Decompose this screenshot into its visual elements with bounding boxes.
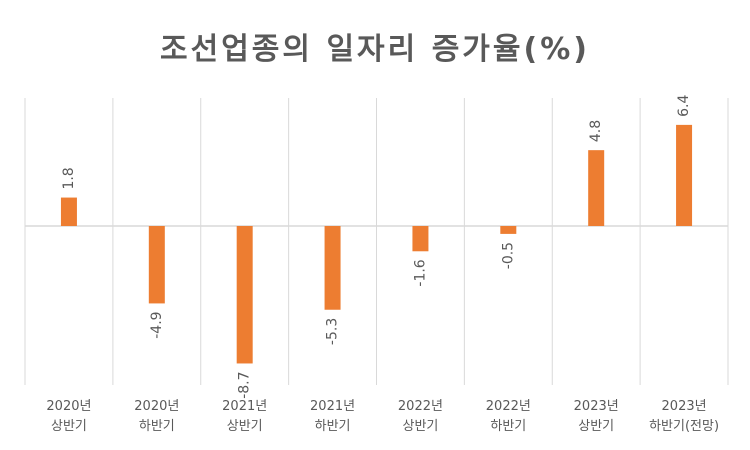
category-label: 2021년: [222, 399, 267, 414]
bar: [324, 226, 341, 310]
bar: [236, 226, 253, 364]
data-label: -8.7: [237, 371, 253, 398]
category-label: 2020년: [46, 399, 91, 414]
data-label: 4.8: [588, 120, 604, 142]
category-gridlines: [24, 98, 729, 385]
bar: [588, 150, 605, 226]
data-label: 6.4: [676, 95, 692, 117]
data-labels: 1.8 -4.9 -8.7 -5.3 -1.6 -0.5 4.8 6.4: [61, 95, 692, 399]
category-label: 상반기: [51, 419, 87, 434]
data-label: -1.6: [412, 259, 428, 286]
category-label: 하반기: [490, 419, 526, 434]
bar: [500, 226, 517, 234]
category-label: 상반기: [402, 419, 438, 434]
chart-title: 조선업종의 일자리 증가율(%): [160, 32, 590, 67]
category-label: 하반기(전망): [649, 419, 719, 434]
data-label: -0.5: [500, 242, 516, 269]
data-label: -4.9: [149, 311, 165, 338]
bar: [412, 226, 429, 252]
category-label: 2023년: [662, 399, 707, 414]
category-label: 하반기: [139, 419, 175, 434]
category-label: 2022년: [398, 399, 443, 414]
category-label: 2020년: [134, 399, 179, 414]
bar: [60, 197, 77, 226]
category-label: 2021년: [310, 399, 355, 414]
bars: [60, 124, 693, 364]
category-label: 하반기: [315, 419, 351, 434]
category-label: 2023년: [574, 399, 619, 414]
category-label: 상반기: [578, 419, 614, 434]
bar: [148, 226, 165, 304]
bar: [676, 124, 693, 226]
category-label: 상반기: [227, 419, 263, 434]
data-label: -5.3: [325, 318, 341, 345]
category-label: 2022년: [486, 399, 531, 414]
data-label: 1.8: [61, 167, 77, 189]
